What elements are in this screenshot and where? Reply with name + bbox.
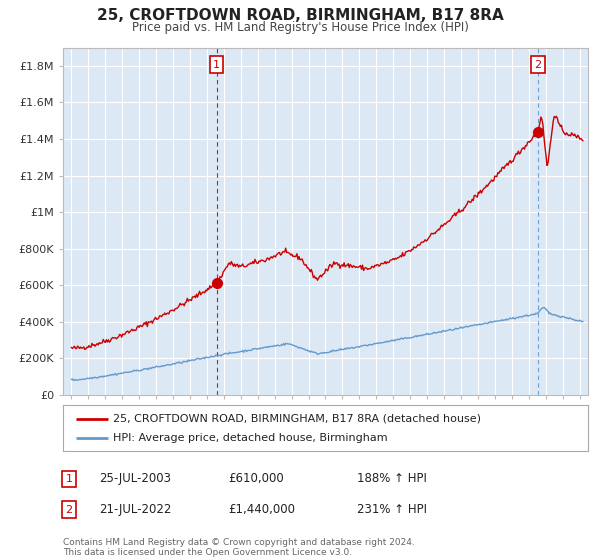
Text: 188% ↑ HPI: 188% ↑ HPI xyxy=(357,472,427,486)
Text: £1,440,000: £1,440,000 xyxy=(228,503,295,516)
Text: 1: 1 xyxy=(213,60,220,70)
Text: Contains HM Land Registry data © Crown copyright and database right 2024.
This d: Contains HM Land Registry data © Crown c… xyxy=(63,538,415,557)
Text: Price paid vs. HM Land Registry's House Price Index (HPI): Price paid vs. HM Land Registry's House … xyxy=(131,21,469,34)
Text: 231% ↑ HPI: 231% ↑ HPI xyxy=(357,503,427,516)
Text: 25-JUL-2003: 25-JUL-2003 xyxy=(99,472,171,486)
Text: 2: 2 xyxy=(535,60,542,70)
Text: 21-JUL-2022: 21-JUL-2022 xyxy=(99,503,172,516)
Text: 25, CROFTDOWN ROAD, BIRMINGHAM, B17 8RA (detached house): 25, CROFTDOWN ROAD, BIRMINGHAM, B17 8RA … xyxy=(113,414,481,424)
Text: 1: 1 xyxy=(65,474,73,484)
Text: 2: 2 xyxy=(65,505,73,515)
Text: 25, CROFTDOWN ROAD, BIRMINGHAM, B17 8RA: 25, CROFTDOWN ROAD, BIRMINGHAM, B17 8RA xyxy=(97,8,503,24)
Text: £610,000: £610,000 xyxy=(228,472,284,486)
Text: HPI: Average price, detached house, Birmingham: HPI: Average price, detached house, Birm… xyxy=(113,433,388,443)
